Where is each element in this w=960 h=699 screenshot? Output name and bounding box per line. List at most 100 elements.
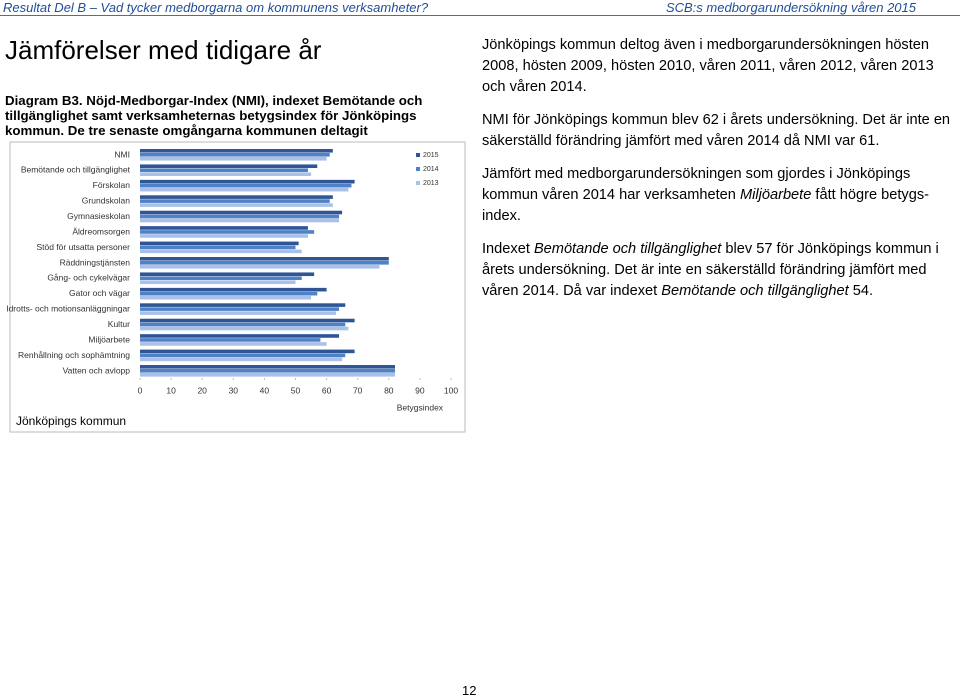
emphasis: Bemötande och tillgänglighet xyxy=(533,241,722,257)
category-label: Äldreomsorgen xyxy=(72,226,130,236)
bar xyxy=(140,210,343,215)
bar xyxy=(140,342,327,346)
legend-label: 2014 xyxy=(423,166,439,173)
legend-swatch xyxy=(416,153,420,157)
bar xyxy=(140,318,355,323)
text: fått högre betygs-index. xyxy=(482,187,929,224)
bar xyxy=(140,291,318,296)
bar xyxy=(140,357,343,362)
category-label: Grundskolan xyxy=(82,196,130,206)
bar xyxy=(140,230,315,234)
bar xyxy=(140,241,299,246)
bar xyxy=(140,280,296,285)
bar xyxy=(140,287,327,292)
x-tick-label: 40 xyxy=(260,385,270,395)
bar xyxy=(140,303,346,307)
bar xyxy=(140,218,340,223)
bar xyxy=(140,322,346,327)
bar xyxy=(140,265,380,269)
bar xyxy=(140,272,315,277)
bar xyxy=(140,295,312,300)
x-tick-label: 80 xyxy=(384,385,394,395)
bar xyxy=(140,234,308,238)
category-label: Renhållning och sophämtning xyxy=(18,350,130,360)
bar xyxy=(140,214,340,219)
category-label: Räddningstjänsten xyxy=(60,257,131,267)
bar xyxy=(140,349,355,354)
bar xyxy=(140,326,349,331)
x-tick-label: 20 xyxy=(197,385,207,395)
bar xyxy=(140,365,396,369)
category-label: Gång- och cykelvägar xyxy=(47,273,130,283)
x-tick-label: 50 xyxy=(291,385,301,395)
bar xyxy=(140,307,340,311)
bar xyxy=(140,311,336,315)
bar xyxy=(140,369,396,373)
text: blev 57 för Jönköpings kommun i årets un… xyxy=(482,241,939,299)
category-label: Förskolan xyxy=(93,180,131,190)
bar xyxy=(140,226,308,230)
paragraph: Jämfört med medborgarundersökningen som … xyxy=(482,164,958,227)
page-number: 12 xyxy=(462,683,477,698)
x-tick-label: 30 xyxy=(229,385,239,395)
body-text: Jönköpings kommun deltog även i medborga… xyxy=(482,35,958,314)
x-tick-label: 90 xyxy=(415,385,425,395)
x-tick-label: 70 xyxy=(353,385,363,395)
category-label: NMI xyxy=(114,149,130,159)
heading: Jämförelser med tidigare år xyxy=(5,35,322,65)
text: NMI för Jönköpings kommun blev 62 i året… xyxy=(482,112,951,149)
bar xyxy=(140,157,327,161)
text: Jönköpings kommun deltog även i medborga… xyxy=(482,37,934,95)
text: 54. xyxy=(848,283,874,299)
header-left: Resultat Del B – Vad tycker medborgarna … xyxy=(3,0,429,15)
bar xyxy=(140,203,333,207)
bar xyxy=(140,149,333,153)
x-tick-label: 0 xyxy=(138,385,143,395)
header-right: SCB:s medborgarundersökning våren 2015 xyxy=(665,0,916,15)
category-label: Miljöarbete xyxy=(88,334,130,344)
category-label: Vatten och avlopp xyxy=(63,365,131,375)
bar xyxy=(140,187,349,192)
text: Jämfört med medborgarundersökningen som … xyxy=(482,166,911,203)
category-label: Gator och vägar xyxy=(69,288,130,298)
category-label: Stöd för utsatta personer xyxy=(36,242,130,252)
paragraph: Indexet Bemötande och tillgänglighet ble… xyxy=(482,239,958,302)
bar xyxy=(140,168,308,173)
bar xyxy=(140,245,296,250)
emphasis: Miljöarbete xyxy=(739,187,812,203)
bar xyxy=(140,276,302,281)
bar xyxy=(140,195,333,199)
category-label: Kultur xyxy=(108,319,130,329)
x-tick-label: 60 xyxy=(322,385,332,395)
x-tick-label: 10 xyxy=(166,385,176,395)
bar xyxy=(140,249,302,254)
legend-label: 2015 xyxy=(423,152,439,159)
category-label: Idrotts- och motionsanläggningar xyxy=(6,304,130,314)
category-label: Bemötande och tillgänglighet xyxy=(21,165,131,175)
x-axis-label: Betygsindex xyxy=(397,402,444,412)
bar xyxy=(140,172,312,177)
category-label: Gymnasieskolan xyxy=(67,211,130,221)
bar xyxy=(140,153,330,157)
bar xyxy=(140,183,352,188)
bar xyxy=(140,179,355,184)
legend-label: 2013 xyxy=(423,180,439,187)
emphasis: Bemötande och tillgänglighet xyxy=(661,283,849,299)
legend-swatch xyxy=(416,181,420,185)
caption: Diagram B3. Nöjd-Medborgar-Index (NMI), … xyxy=(5,93,423,138)
header-rule xyxy=(0,15,960,16)
bar xyxy=(140,199,330,203)
bar xyxy=(140,257,389,261)
text: Indexet xyxy=(482,241,534,257)
paragraph: NMI för Jönköpings kommun blev 62 i året… xyxy=(482,110,958,152)
x-tick-label: 100 xyxy=(444,385,458,395)
bar xyxy=(140,164,318,169)
bar xyxy=(140,373,396,377)
chart-frame xyxy=(9,141,466,433)
legend-swatch xyxy=(416,167,420,171)
bar xyxy=(140,338,321,342)
bar xyxy=(140,334,340,338)
bar xyxy=(140,353,346,358)
